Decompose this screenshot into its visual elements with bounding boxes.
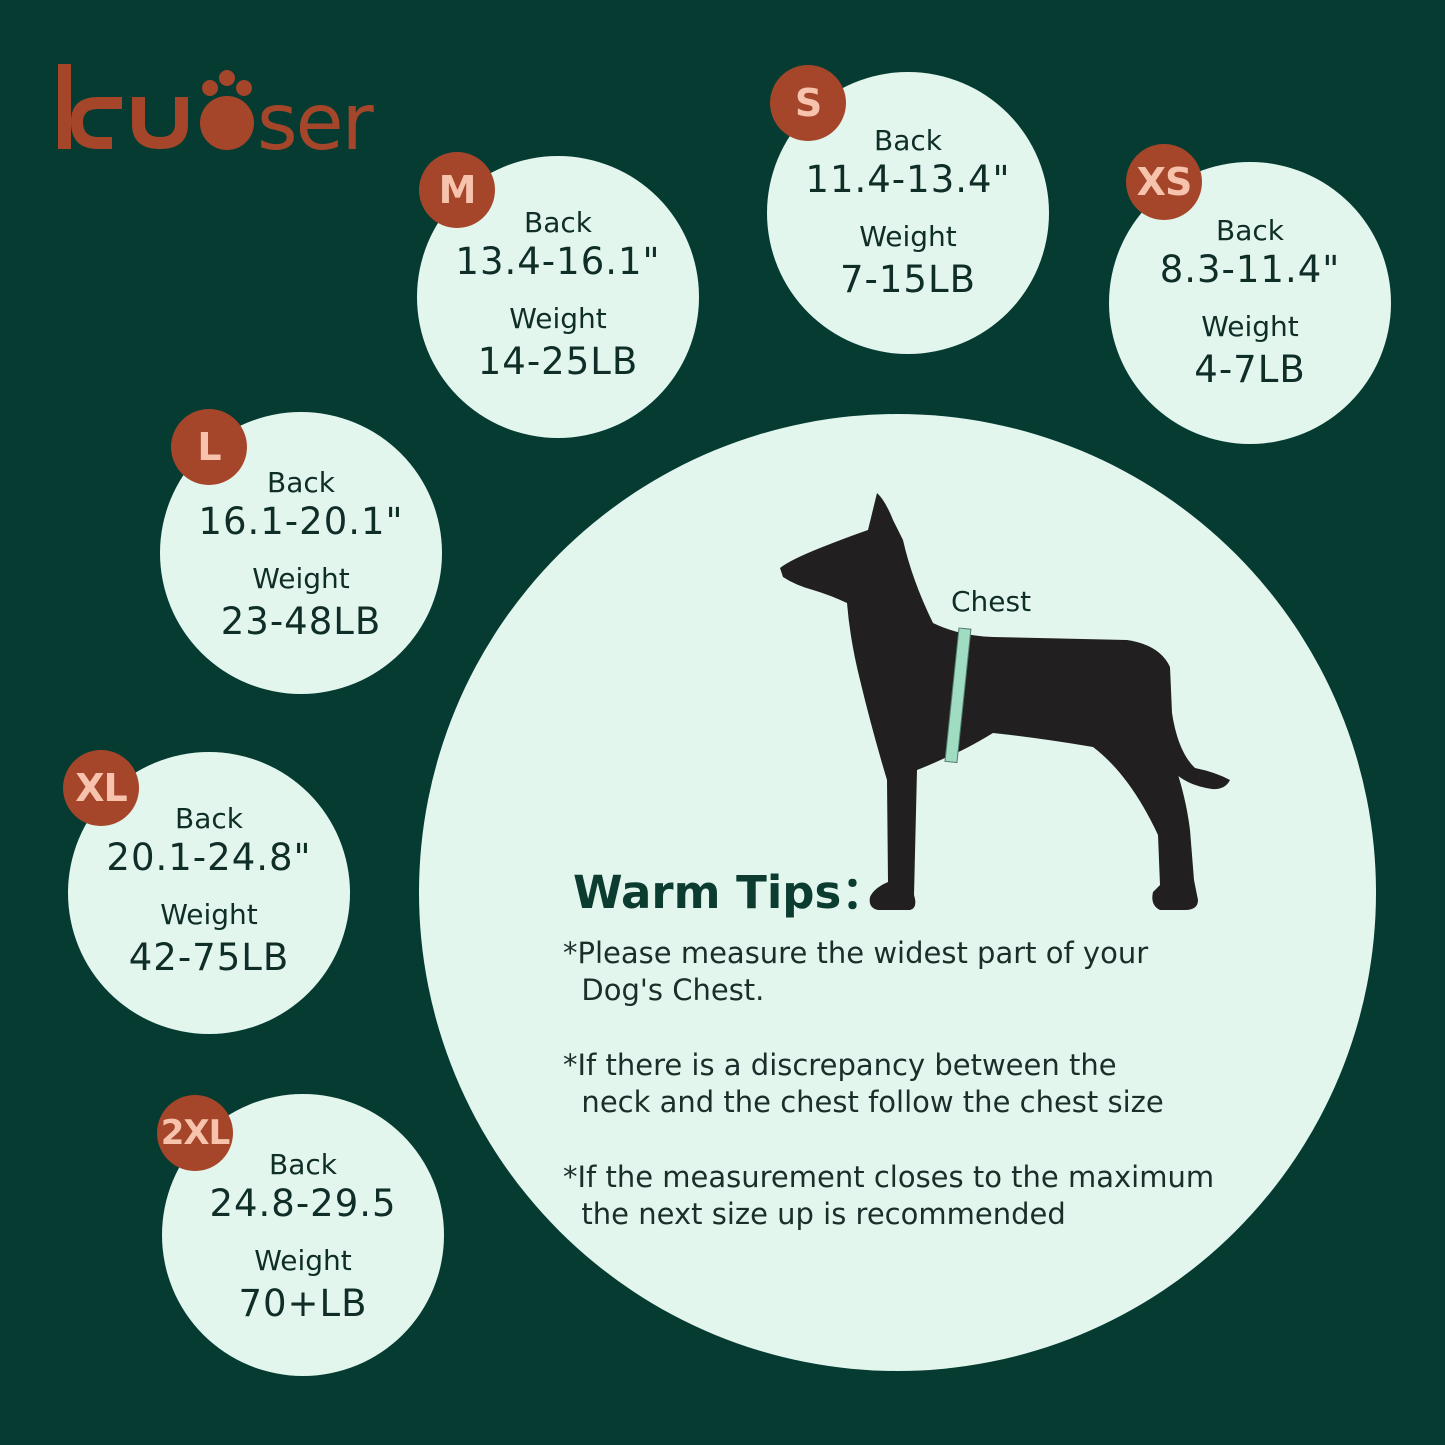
weight-value: 23-48LB	[220, 600, 382, 643]
kuoser-logo: ser	[58, 64, 377, 162]
weight-value: 4-7LB	[1194, 348, 1306, 391]
back-label: Back	[1216, 214, 1284, 247]
weight-label: Weight	[252, 562, 350, 595]
back-value: 8.3-11.4"	[1159, 248, 1341, 291]
chest-label: Chest	[951, 585, 1032, 618]
back-value: 16.1-20.1"	[198, 500, 404, 543]
size-badge-2xl: 2XL	[157, 1095, 233, 1171]
warm-tips-title: Warm Tips：	[573, 866, 887, 919]
back-label: Back	[267, 466, 335, 499]
size-card-m: Back 13.4-16.1" Weight 14-25LB	[417, 156, 699, 438]
size-badge-m: M	[419, 152, 495, 228]
weight-label: Weight	[1201, 310, 1299, 343]
weight-label: Weight	[859, 220, 957, 253]
back-label: Back	[524, 206, 592, 239]
tip-item: *If the measurement closes to the maximu…	[563, 1160, 1215, 1231]
weight-label: Weight	[254, 1244, 352, 1277]
back-value: 13.4-16.1"	[455, 240, 661, 283]
back-label: Back	[874, 124, 942, 157]
weight-value: 42-75LB	[128, 936, 290, 979]
weight-value: 70+LB	[238, 1282, 368, 1325]
back-label: Back	[175, 802, 243, 835]
back-value: 24.8-29.5	[209, 1182, 397, 1225]
size-badge-s: S	[770, 65, 846, 141]
size-badge-xs: XS	[1126, 144, 1202, 220]
back-value: 11.4-13.4"	[805, 158, 1011, 201]
tip-item: *Please measure the widest part of your …	[563, 936, 1149, 1007]
svg-text:ser: ser	[257, 78, 375, 162]
size-card-s: Back 11.4-13.4" Weight 7-15LB	[767, 72, 1049, 354]
weight-value: 7-15LB	[840, 258, 976, 301]
weight-label: Weight	[160, 898, 258, 931]
weight-value: 14-25LB	[477, 340, 639, 383]
size-badge-l: L	[171, 409, 247, 485]
back-value: 20.1-24.8"	[106, 836, 312, 879]
weight-label: Weight	[509, 302, 607, 335]
back-label: Back	[269, 1148, 337, 1181]
size-badge-xl: XL	[63, 750, 139, 826]
tip-item: *If there is a discrepancy between the n…	[563, 1048, 1164, 1119]
